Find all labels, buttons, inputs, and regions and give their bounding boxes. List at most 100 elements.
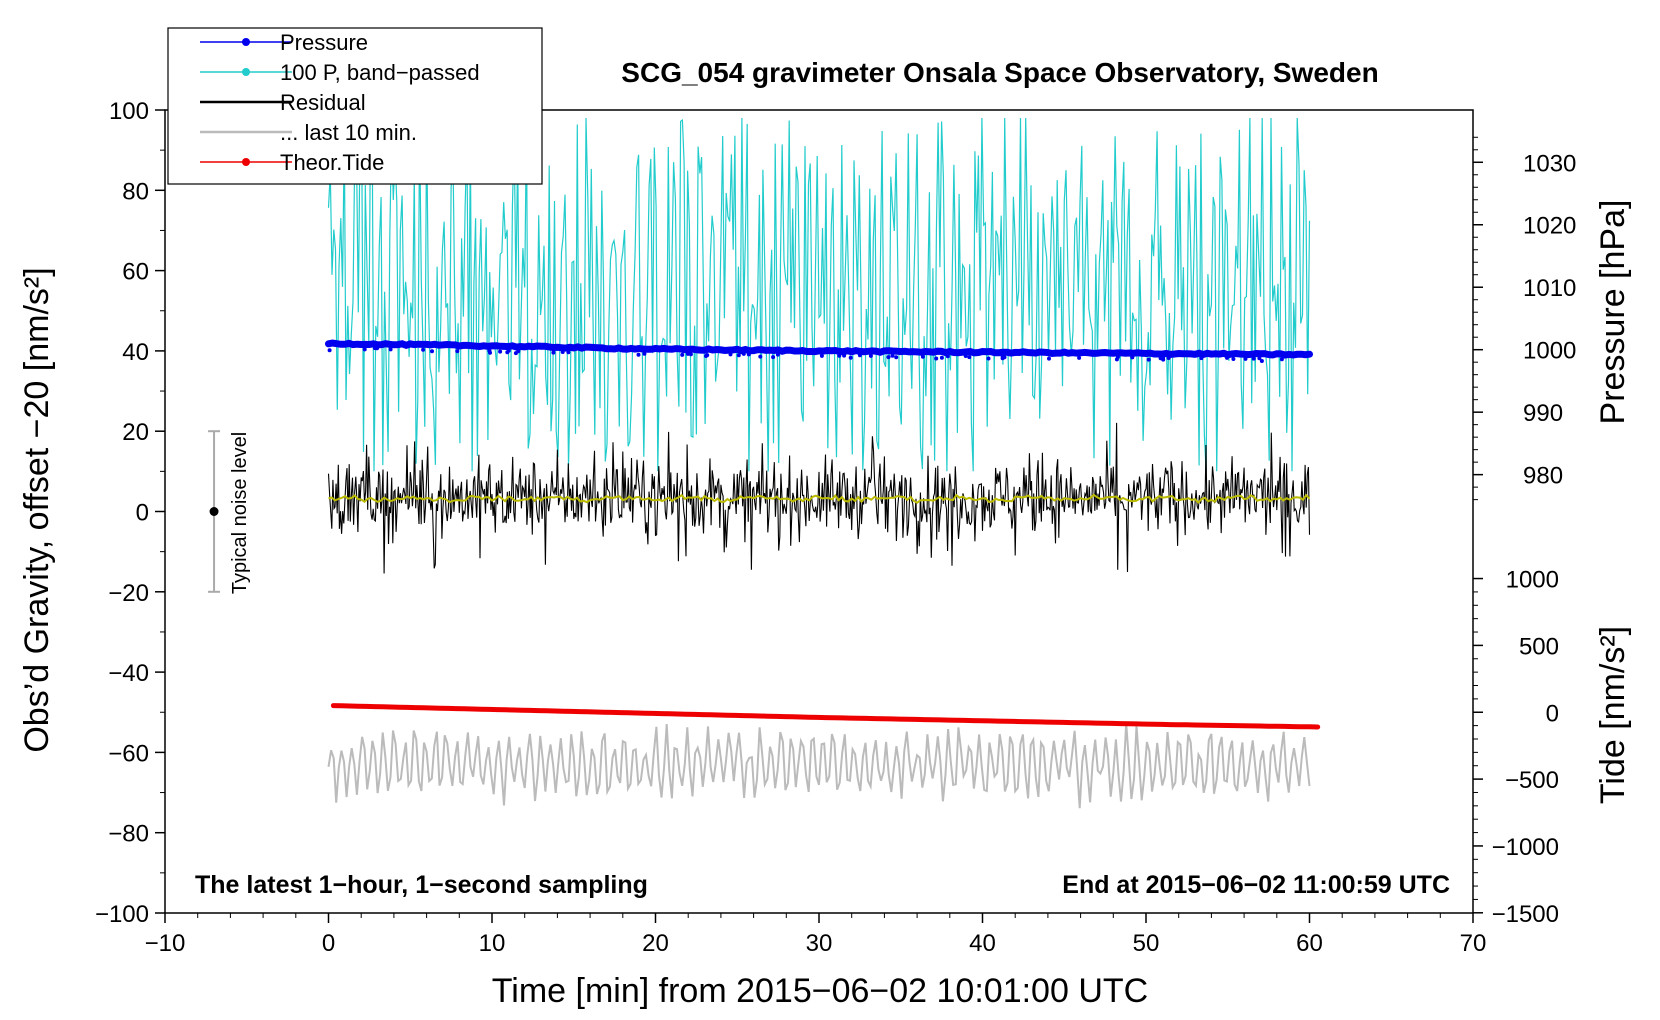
- tide-tick-label: −1500: [1492, 901, 1559, 928]
- pressure-point: [842, 353, 847, 358]
- pressure-tick-label: 990: [1523, 400, 1563, 427]
- pressure-point: [890, 353, 895, 358]
- axes-layer: −10 0 10 20 30 40 50 60 70100806040200−20−40−60−…: [95, 98, 1576, 957]
- y-tick-label: −100: [95, 901, 149, 928]
- noise-bar-center-dot: [209, 507, 219, 516]
- y-tick-label: 100: [109, 98, 149, 125]
- y-tick-label: 80: [122, 178, 149, 205]
- pressure-tick-label: 980: [1523, 463, 1563, 490]
- pressure-point: [848, 355, 853, 360]
- pressure-point: [934, 356, 939, 361]
- pressure-point: [868, 353, 873, 358]
- y-tick-label: −20: [108, 580, 149, 607]
- pressure-point: [685, 351, 690, 356]
- y-tick-label: 60: [122, 259, 149, 286]
- legend-label: Theor.Tide: [280, 150, 384, 175]
- pressure-point: [775, 352, 780, 357]
- legend-label: 100 P, band−passed: [280, 60, 480, 85]
- pressure-point: [455, 349, 460, 354]
- pressure-point: [388, 347, 393, 352]
- pressure-point: [945, 354, 950, 359]
- pressure-point: [566, 350, 571, 355]
- series-residual-smoothed: [328, 493, 1311, 505]
- legend: Pressure 100 P, band−passed Residual ... la…: [167, 27, 543, 185]
- pressure-point: [1130, 355, 1135, 360]
- pressure-point: [560, 350, 565, 354]
- pressure-point: [986, 356, 991, 361]
- series-last-10-min: [327, 723, 1311, 809]
- pressure-point: [375, 346, 379, 351]
- pressure-point: [920, 354, 925, 359]
- pressure-point: [1199, 356, 1204, 361]
- legend-label: Residual: [280, 90, 366, 115]
- pressure-point: [1251, 356, 1256, 361]
- pressure-point: [327, 348, 332, 353]
- pressure-point: [1002, 355, 1007, 360]
- y-axis-title-pressure: Pressure [hPa]: [1594, 200, 1632, 425]
- pressure-point: [819, 353, 824, 358]
- pressure-point: [1243, 356, 1248, 361]
- pressure-point: [1161, 355, 1166, 360]
- tide-tick-label: −500: [1505, 767, 1559, 794]
- pressure-point: [1279, 357, 1284, 362]
- pressure-point: [728, 352, 733, 357]
- y-tick-label: 0: [136, 500, 149, 527]
- pressure-point: [967, 355, 972, 360]
- series-theoretical-tide: [330, 703, 1321, 730]
- series-residual: [327, 422, 1311, 574]
- noise-level-indicator: [208, 430, 221, 593]
- y-tick-label: 20: [122, 419, 149, 446]
- pressure-point: [487, 348, 492, 353]
- x-tick-label: 60: [1296, 930, 1323, 957]
- pressure-point: [636, 352, 641, 357]
- x-tick-label: 0: [322, 930, 335, 957]
- pressure-point: [746, 352, 751, 357]
- pressure-tick-label: 1000: [1523, 338, 1576, 365]
- pressure-point: [1225, 355, 1229, 360]
- pressure-point: [551, 350, 556, 355]
- pressure-point: [505, 350, 510, 355]
- pressure-point: [1047, 356, 1051, 361]
- pressure-point: [741, 351, 746, 356]
- x-tick-label: 50: [1133, 930, 1160, 957]
- legend-marker: [242, 68, 250, 76]
- legend-label: Pressure: [280, 30, 368, 55]
- pressure-point: [1257, 356, 1262, 361]
- x-tick-label: −10: [145, 930, 186, 957]
- annotation-bottom-left: The latest 1−hour, 1−second sampling: [195, 871, 648, 899]
- tide-tick-label: −1000: [1492, 834, 1559, 861]
- legend-label: ... last 10 min.: [280, 120, 417, 145]
- pressure-point: [1077, 355, 1082, 360]
- series-pressure: [325, 339, 1313, 359]
- pressure-point: [758, 354, 763, 359]
- tide-tick-label: 500: [1519, 633, 1559, 660]
- pressure-point: [680, 352, 685, 357]
- legend-box: [167, 27, 543, 185]
- pressure-point: [642, 351, 647, 356]
- pressure-tick-label: 1030: [1523, 150, 1576, 177]
- pressure-point: [736, 353, 741, 358]
- legend-marker: [242, 38, 250, 46]
- annotation-bottom-right: End at 2015−06−02 11:00:59 UTC: [1062, 871, 1450, 899]
- noise-level-label: Typical noise level: [229, 432, 251, 594]
- pressure-point: [771, 355, 776, 360]
- pressure-point: [837, 353, 842, 358]
- chart-title: SCG_054 gravimeter Onsala Space Observat…: [621, 57, 1378, 88]
- legend-marker: [242, 158, 250, 166]
- pressure-point: [886, 355, 891, 360]
- y-axis-title-left: Obs’d Gravity, offset −20 [nm/s²]: [18, 267, 56, 752]
- pressure-point: [421, 347, 426, 352]
- pressure-point: [1259, 359, 1264, 363]
- pressure-point: [1146, 357, 1151, 362]
- x-tick-label: 20: [642, 930, 669, 957]
- x-tick-label: 30: [806, 930, 833, 957]
- pressure-tick-label: 1020: [1523, 213, 1576, 240]
- series-bandpassed-pressure: [327, 117, 1311, 472]
- y-axis-title-tide: Tide [nm/s²]: [1594, 626, 1632, 804]
- y-tick-label: −40: [108, 660, 149, 687]
- pressure-point: [430, 349, 434, 354]
- pressure-point: [362, 347, 367, 352]
- pressure-point: [704, 354, 708, 358]
- y-tick-label: −60: [108, 740, 149, 767]
